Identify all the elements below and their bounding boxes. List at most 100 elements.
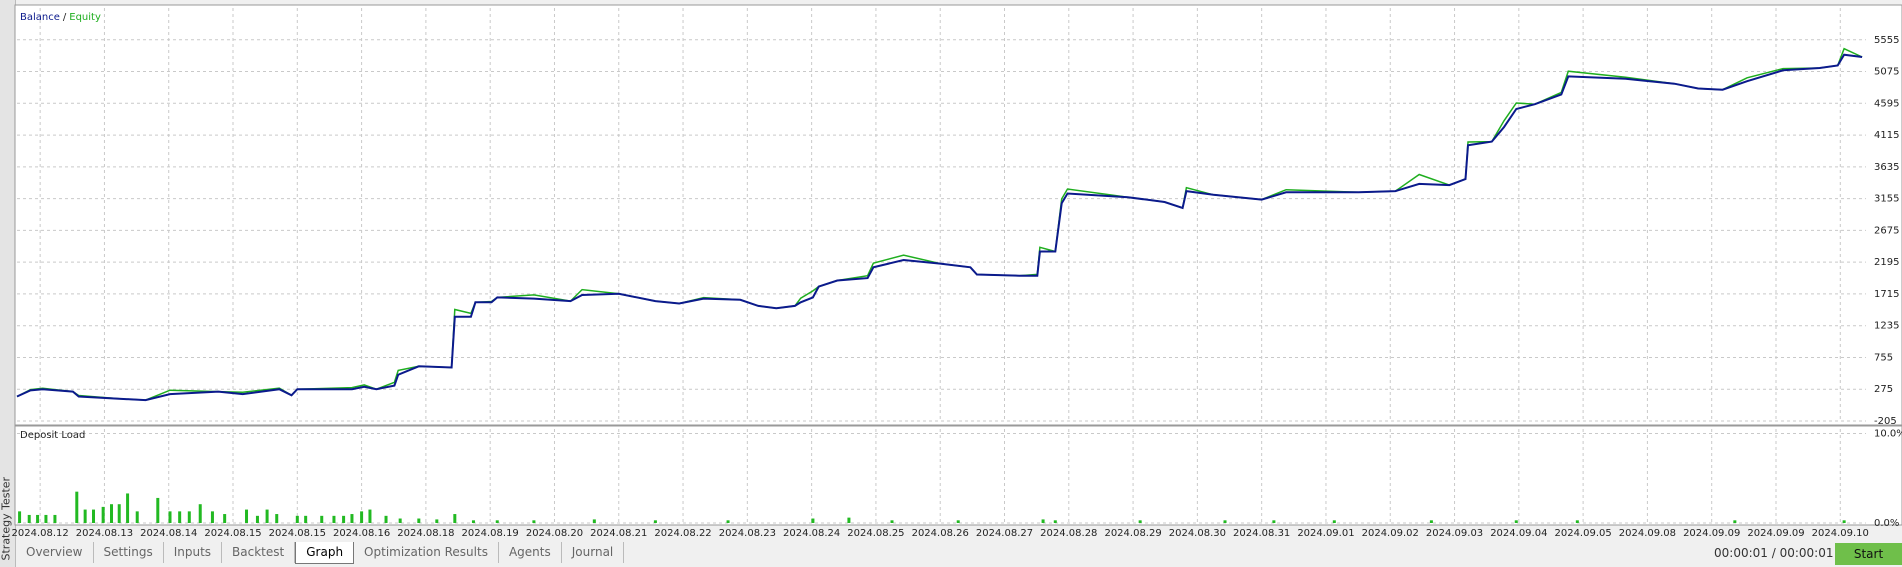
bar <box>83 509 87 523</box>
bar <box>1575 520 1579 523</box>
x-tick-label: 2024.08.18 <box>397 528 454 539</box>
bar <box>1053 520 1057 523</box>
bar <box>320 515 324 523</box>
legend-entry: Balance <box>20 12 60 23</box>
x-tick-label: 2024.08.12 <box>12 528 69 539</box>
y-tick-label: 4595 <box>1874 98 1899 109</box>
bar <box>471 520 475 523</box>
x-tick-label: 2024.08.27 <box>976 528 1033 539</box>
y-tick-label: 755 <box>1874 352 1893 363</box>
tab[interactable]: Inputs <box>164 542 223 563</box>
y-tick-label: 275 <box>1874 384 1893 395</box>
bar <box>168 511 172 523</box>
x-tick-label: 2024.08.28 <box>1040 528 1097 539</box>
legend-separator: / <box>63 12 67 23</box>
bar <box>255 515 259 523</box>
bar <box>44 514 48 523</box>
bar <box>178 511 182 523</box>
series-line <box>16 47 1863 401</box>
bar <box>295 515 299 523</box>
series-line <box>16 53 1863 402</box>
bar <box>384 515 388 523</box>
bar <box>890 520 894 523</box>
tab[interactable]: Settings <box>94 542 164 563</box>
bar <box>110 504 114 523</box>
start-button[interactable]: Start <box>1835 543 1902 565</box>
x-tick-label: 2024.08.25 <box>847 528 904 539</box>
bar <box>1223 520 1227 523</box>
bar <box>1041 519 1045 523</box>
charts: -205 275 755 1235 1715 2195 2675 3155 3635 4115 45… <box>12 4 1902 539</box>
x-tick-label: 2024.08.29 <box>1104 528 1161 539</box>
bar <box>495 520 499 523</box>
bar <box>156 497 160 523</box>
bar <box>75 491 79 523</box>
bar <box>360 511 364 523</box>
bar <box>117 504 121 523</box>
bar <box>198 504 202 523</box>
x-tick-label: 2024.09.08 <box>1619 528 1676 539</box>
y-tick-label: 10.0% <box>1874 428 1902 439</box>
x-tick-label: 2024.08.26 <box>912 528 969 539</box>
x-tick-label: 2024.08.15 <box>269 528 326 539</box>
bar <box>726 520 730 523</box>
bar <box>53 514 57 523</box>
bar <box>417 518 421 523</box>
y-tick-label: 1715 <box>1874 289 1899 300</box>
bar <box>135 511 139 523</box>
bar <box>1138 520 1142 523</box>
x-tick-label: 2024.08.23 <box>719 528 776 539</box>
bar <box>36 514 40 523</box>
bar <box>350 514 354 523</box>
bar <box>332 515 336 523</box>
y-tick-label: -205 <box>1874 416 1897 427</box>
bar <box>304 515 308 523</box>
bar <box>532 520 536 523</box>
tab[interactable]: Agents <box>499 542 562 563</box>
bar <box>1272 520 1276 523</box>
y-tick-label: 5075 <box>1874 67 1899 78</box>
bar <box>1842 520 1846 523</box>
bar <box>342 515 346 523</box>
bar <box>126 493 130 523</box>
x-tick-label: 2024.08.22 <box>654 528 711 539</box>
y-tick-label: 2675 <box>1874 225 1899 236</box>
tab[interactable]: Graph <box>295 542 355 564</box>
y-tick-label: 0.0% <box>1874 518 1899 529</box>
x-tick-label: 2024.09.09 <box>1747 528 1804 539</box>
bar <box>1733 520 1737 523</box>
bar <box>265 509 269 523</box>
bar <box>1332 520 1336 523</box>
bar <box>398 518 402 523</box>
tab[interactable]: Journal <box>562 542 625 563</box>
x-tick-label: 2024.08.24 <box>783 528 840 539</box>
bar <box>92 509 96 523</box>
y-tick-label: 3635 <box>1874 162 1899 173</box>
x-tick-label: 2024.09.01 <box>1297 528 1354 539</box>
tab-bar: Overview Settings Inputs Backtest Graph Optim… <box>16 542 625 564</box>
y-tick-label: 2195 <box>1874 257 1899 268</box>
timer: 00:00:01 / 00:00:01 <box>1714 546 1834 560</box>
x-tick-label: 2024.09.03 <box>1426 528 1483 539</box>
bar <box>275 514 279 523</box>
x-tick-label: 2024.08.30 <box>1169 528 1226 539</box>
bar <box>210 511 214 523</box>
tab[interactable]: Optimization Results <box>354 542 499 563</box>
bar <box>592 519 596 523</box>
y-tick-label: 1235 <box>1874 321 1899 332</box>
bar <box>1514 520 1518 523</box>
x-tick-label: 2024.08.14 <box>140 528 197 539</box>
bar <box>101 506 105 523</box>
bar <box>27 514 31 523</box>
bar <box>435 519 439 523</box>
x-tick-label: 2024.09.04 <box>1490 528 1547 539</box>
x-tick-label: 2024.09.10 <box>1812 528 1869 539</box>
bar <box>956 520 960 523</box>
tab[interactable]: Overview <box>16 542 94 563</box>
bar <box>847 517 851 523</box>
chart-title: Deposit Load <box>20 430 85 441</box>
tab[interactable]: Backtest <box>222 542 296 563</box>
x-tick-label: 2024.08.20 <box>526 528 583 539</box>
x-tick-label: 2024.08.31 <box>1233 528 1290 539</box>
